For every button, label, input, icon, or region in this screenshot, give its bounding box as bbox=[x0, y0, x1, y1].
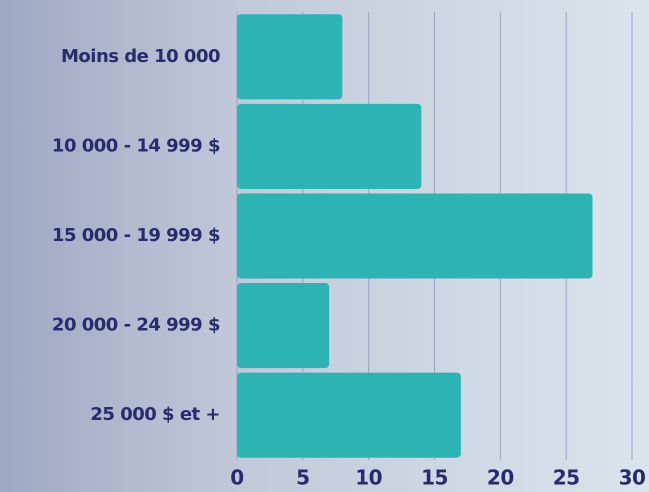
y-tick-label: 25 000 $ et + bbox=[90, 404, 220, 425]
y-tick-label: 10 000 - 14 999 $ bbox=[52, 135, 220, 156]
x-tick-label: 15 bbox=[421, 466, 448, 490]
bar bbox=[237, 14, 343, 100]
bar bbox=[237, 372, 461, 458]
x-tick-label: 30 bbox=[619, 466, 646, 490]
x-tick-label: 10 bbox=[355, 466, 382, 490]
bar bbox=[237, 193, 593, 279]
y-tick-label: Moins de 10 000 bbox=[61, 46, 220, 67]
x-tick-label: 0 bbox=[230, 466, 243, 490]
x-tick-label: 5 bbox=[296, 466, 309, 490]
bar bbox=[237, 283, 330, 369]
bar bbox=[237, 103, 422, 189]
y-tick-label: 15 000 - 19 999 $ bbox=[52, 225, 220, 246]
y-tick-label: 20 000 - 24 999 $ bbox=[52, 315, 220, 336]
x-tick-label: 20 bbox=[487, 466, 514, 490]
x-tick-label: 25 bbox=[553, 466, 580, 490]
